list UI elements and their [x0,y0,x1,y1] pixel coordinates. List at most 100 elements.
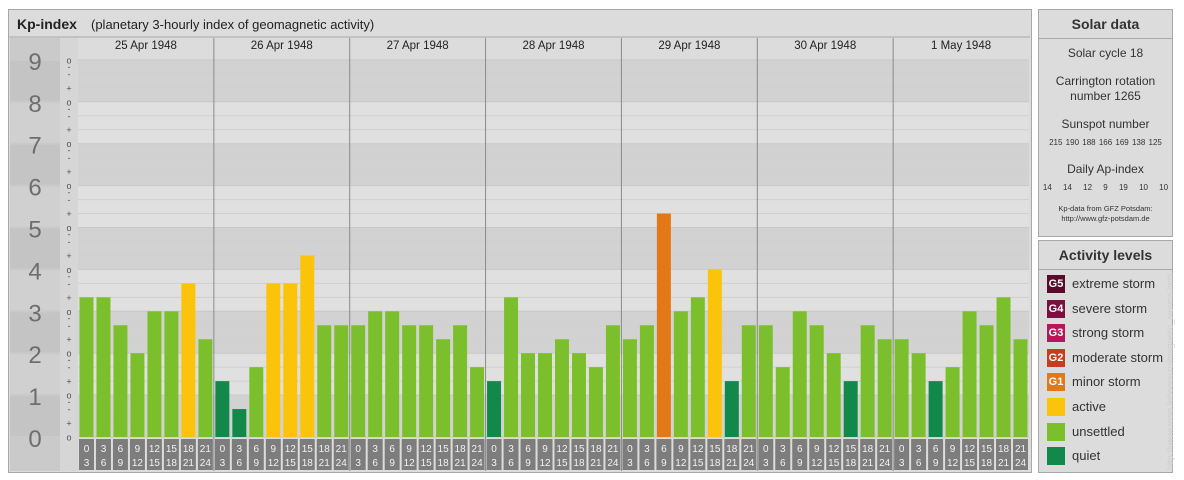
ap-index-title: Daily Ap-index [1067,162,1144,176]
solar-data-panel: Solar data Solar cycle 18 Carrington rot… [1038,9,1173,237]
y-tick-label: 0 [28,426,41,453]
kp-bar [368,311,383,437]
time-slot-start: 0 [355,444,361,455]
time-slot-start: 9 [814,444,820,455]
time-slot-end: 18 [166,458,178,469]
time-slot-cell [707,439,723,470]
time-slot-end: 3 [763,458,769,469]
time-slot-cell [860,439,876,470]
time-slot-cell [95,439,111,470]
time-slot-start: 6 [254,444,260,455]
time-slot-start: 15 [573,444,585,455]
time-slot-end: 9 [118,458,124,469]
time-slot-end: 21 [998,458,1010,469]
time-slot-end: 9 [389,458,395,469]
kp-bar [588,367,603,437]
day-label: 28 Apr 1948 [522,40,584,52]
kp-bar [232,409,247,437]
legend-swatch [1047,422,1065,441]
y-minor-tick: o [66,265,71,275]
time-slot-end: 3 [355,458,361,469]
band-level-4 [78,227,1029,270]
y-tick-label: 6 [28,175,41,202]
time-slot-start: 21 [607,444,619,455]
time-slot-end: 24 [1015,458,1027,469]
kp-bar [436,339,451,437]
time-slot-cell [231,439,247,470]
source-line-1: Kp-data from GFZ Potsdam: [1058,204,1153,213]
time-slot-start: 12 [556,444,568,455]
kp-bar [571,353,586,437]
time-slot-start: 15 [709,444,721,455]
y-minor-tick: + [66,419,71,429]
time-slot-cell [367,439,383,470]
day-label: 30 Apr 1948 [794,40,856,52]
y-tick-label: 9 [28,49,41,76]
time-slot-start: 12 [149,444,161,455]
time-slot-start: 3 [372,444,378,455]
y-minor-tick: - [68,237,71,247]
time-slot-cell [877,439,893,470]
time-slot-start: 0 [627,444,633,455]
time-slot-start: 12 [828,444,840,455]
kp-bar [690,297,705,437]
kp-bar [351,325,366,437]
kp-bar [894,339,909,437]
ap-index-values: 14 14 12 9 19 10 10 [1042,183,1169,192]
kp-bar [622,339,637,437]
kp-bar [843,381,858,437]
time-slot-end: 12 [947,458,959,469]
time-slot-end: 9 [525,458,531,469]
y-axis-band-3 [10,270,60,311]
y-minor-tick: - [68,104,71,114]
legend-swatch: G5 [1047,275,1065,293]
kp-bar [962,311,977,437]
time-slot-end: 21 [455,458,467,469]
y-minor-tick: o [66,55,71,65]
time-slot-end: 12 [811,458,823,469]
time-slot-cell [826,439,842,470]
kp-bar [96,297,111,437]
time-slot-end: 6 [101,458,107,469]
time-slot-cell [741,439,757,470]
day-label: 1 May 1948 [931,40,991,52]
time-slot-start: 15 [302,444,314,455]
time-slot-start: 12 [421,444,433,455]
kp-bar [198,339,213,437]
time-slot-cell [503,439,519,470]
time-slot-cell [639,439,655,470]
time-slot-start: 3 [237,444,243,455]
time-slot-cell [945,439,961,470]
y-axis-band-6 [10,144,60,185]
carrington-rotation: Carrington rotation number 1265 [1055,74,1156,103]
time-slot-start: 3 [916,444,922,455]
time-slot-end: 24 [472,458,484,469]
y-tick-label: 4 [28,258,41,285]
kp-bar [724,381,739,437]
time-slot-cell [758,439,774,470]
y-tick-label: 2 [28,342,41,369]
y-minor-tick: + [66,335,71,345]
time-slot-start: 6 [797,444,803,455]
time-slot-end: 6 [237,458,243,469]
y-minor-tick: + [66,125,71,135]
time-slot-start: 18 [183,444,195,455]
time-slot-end: 6 [780,458,786,469]
time-slot-start: 21 [879,444,891,455]
time-slot-end: 15 [828,458,840,469]
time-slot-end: 24 [743,458,755,469]
y-minor-tick: o [66,391,71,401]
time-slot-end: 24 [200,458,212,469]
y-minor-tick: - [68,69,71,79]
kp-bar [402,325,417,437]
time-slot-end: 21 [590,458,602,469]
time-slot-cell [112,439,128,470]
time-slot-start: 3 [780,444,786,455]
y-minor-tick: - [68,405,71,415]
y-minor-tick: o [66,139,71,149]
kp-bar [775,367,790,437]
time-slot-end: 12 [675,458,687,469]
time-slot-start: 6 [525,444,531,455]
time-slot-cell [809,439,825,470]
time-slot-cell [571,439,587,470]
